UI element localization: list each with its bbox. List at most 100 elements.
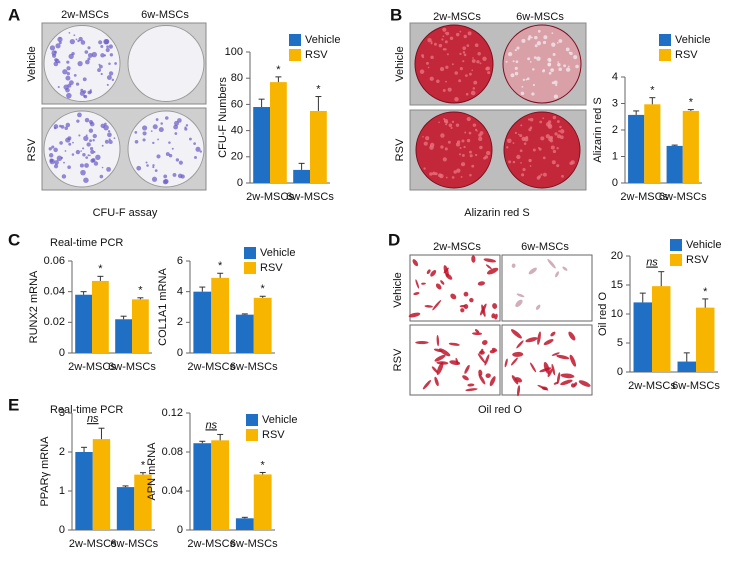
- colony: [134, 131, 138, 134]
- panel-label: C: [8, 230, 20, 249]
- colony: [84, 163, 89, 168]
- colony: [193, 142, 196, 145]
- x-tick-label: 2w-MSCs: [68, 361, 116, 373]
- colony: [89, 139, 92, 143]
- speck: [507, 138, 512, 144]
- speck: [441, 38, 444, 41]
- error-bar: [315, 96, 322, 111]
- cell: [463, 291, 469, 297]
- speck: [454, 71, 458, 75]
- image: [409, 324, 501, 396]
- colony: [114, 62, 117, 65]
- speck: [445, 65, 449, 69]
- significance: *: [650, 85, 655, 97]
- speck: [425, 136, 430, 141]
- speck: [458, 153, 462, 156]
- bar: [682, 110, 699, 183]
- plate: [127, 25, 205, 102]
- plate: [503, 111, 581, 189]
- colony: [93, 161, 99, 166]
- speck: [421, 54, 424, 58]
- colony: [107, 132, 112, 138]
- colony: [62, 69, 68, 75]
- significance: *: [261, 459, 266, 471]
- colony: [75, 38, 78, 41]
- speck: [445, 80, 447, 83]
- speck: [540, 136, 545, 141]
- cell: [460, 308, 465, 313]
- bar: [92, 439, 111, 530]
- colony: [60, 156, 64, 160]
- cell: [528, 267, 537, 275]
- colony: [67, 165, 71, 170]
- cell: [560, 373, 575, 379]
- speck: [529, 165, 532, 167]
- image: [415, 111, 493, 189]
- significance: *: [316, 83, 321, 95]
- colony: [86, 142, 91, 147]
- y-tick-label: 0.12: [162, 407, 183, 419]
- colony: [108, 71, 114, 76]
- cell: [539, 367, 552, 373]
- cell: [510, 329, 522, 339]
- speck: [443, 118, 448, 124]
- speck: [440, 133, 445, 138]
- colony: [104, 122, 107, 126]
- colony: [64, 150, 67, 152]
- speck: [559, 125, 562, 129]
- error-bar: [687, 109, 694, 111]
- speck: [439, 173, 444, 179]
- colony: [98, 40, 103, 45]
- image: [127, 110, 205, 188]
- cell: [448, 342, 460, 346]
- speck: [446, 53, 449, 56]
- colony: [134, 139, 139, 144]
- colony: [92, 139, 95, 142]
- legend-label: RSV: [675, 49, 698, 61]
- colony: [54, 58, 58, 62]
- bar: [193, 443, 212, 530]
- panel-label: D: [388, 230, 400, 249]
- speck: [459, 52, 462, 56]
- cell: [424, 305, 433, 308]
- image: [503, 111, 581, 189]
- legend-swatch: [659, 49, 671, 61]
- speck: [516, 154, 521, 160]
- cell: [529, 362, 537, 373]
- error-bar: [633, 110, 640, 115]
- colony: [76, 119, 80, 123]
- speck: [455, 32, 460, 37]
- colony: [77, 39, 80, 43]
- speck: [434, 172, 438, 176]
- cell: [436, 334, 440, 347]
- cell: [515, 299, 523, 308]
- bar: [134, 474, 152, 530]
- significance: *: [689, 97, 694, 109]
- error-bar: [81, 446, 88, 452]
- speck: [514, 66, 518, 70]
- speck: [449, 36, 454, 41]
- cell: [568, 331, 576, 341]
- cell: [562, 266, 568, 271]
- colony: [95, 154, 101, 161]
- speck: [555, 83, 558, 87]
- colony: [90, 149, 95, 155]
- speck: [459, 146, 462, 149]
- panel-label: A: [8, 5, 20, 24]
- speck: [447, 87, 452, 92]
- colony: [84, 117, 90, 123]
- y-tick-label: 3: [612, 97, 618, 109]
- speck: [477, 51, 481, 56]
- x-tick-label: 6w-MSCs: [230, 361, 278, 373]
- colony: [68, 80, 74, 86]
- colony: [53, 124, 59, 129]
- speck: [469, 72, 472, 76]
- colony: [199, 150, 203, 153]
- colony: [111, 78, 115, 82]
- speck: [471, 59, 476, 63]
- cell: [535, 304, 541, 310]
- bar: [92, 280, 109, 353]
- cell: [553, 381, 559, 385]
- cell: [464, 364, 470, 374]
- legend-label: RSV: [686, 254, 709, 266]
